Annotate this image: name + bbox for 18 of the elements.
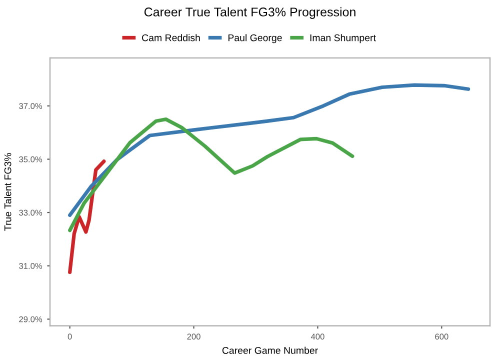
- y-tick-label: 37.0%: [19, 103, 42, 109]
- x-axis-title: Career Game Number: [222, 346, 318, 354]
- x-tick-label: 600: [435, 334, 448, 340]
- line-series: [68, 160, 106, 274]
- chart-title: Career True Talent FG3% Progression: [144, 7, 356, 19]
- x-tick-label: 200: [187, 334, 200, 340]
- x-tick-label: 0: [68, 334, 72, 340]
- line-series: [68, 83, 470, 217]
- legend-label: Paul George: [228, 34, 282, 44]
- y-tick-label: 33.0%: [19, 210, 42, 216]
- x-tick-label: 400: [310, 334, 324, 340]
- line-series: [68, 117, 354, 232]
- y-tick-label: 31.0%: [19, 263, 42, 269]
- y-axis-title: True Talent FG3%: [4, 153, 12, 231]
- legend-label: Iman Shumpert: [310, 34, 376, 44]
- legend-label: Cam Reddish: [142, 34, 200, 42]
- y-tick-label: 35.0%: [19, 156, 42, 162]
- y-tick-label: 29.0%: [19, 316, 42, 322]
